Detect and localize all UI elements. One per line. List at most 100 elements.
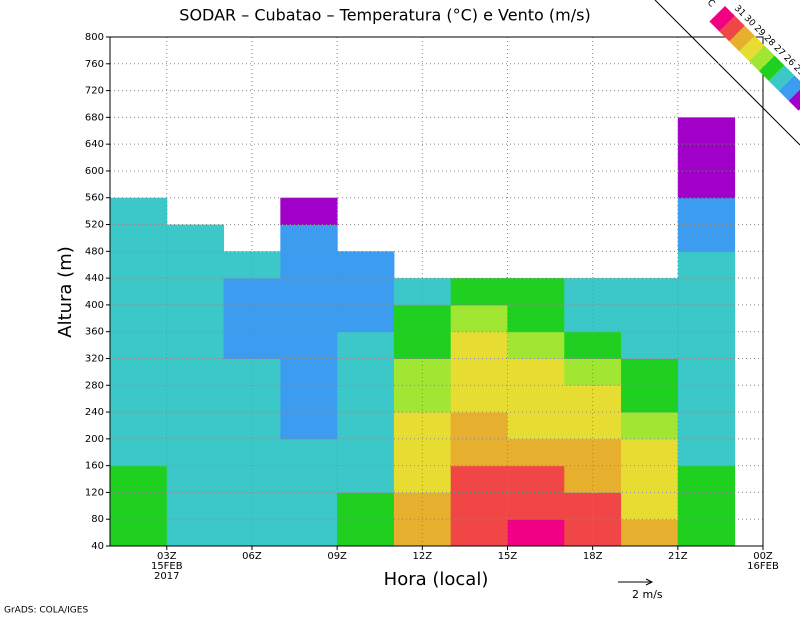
y-tick-label: 240 bbox=[85, 407, 104, 418]
y-tick-label: 360 bbox=[85, 327, 104, 338]
contour-cell bbox=[110, 412, 168, 440]
contour-cell bbox=[337, 358, 395, 386]
contour-cell bbox=[564, 278, 622, 306]
contour-cell bbox=[507, 412, 565, 440]
contour-cell bbox=[677, 519, 736, 547]
contour-cell bbox=[393, 519, 452, 547]
contour-cell bbox=[507, 385, 565, 413]
x-tick-label: 09Z bbox=[327, 551, 347, 562]
contour-cell bbox=[564, 492, 622, 520]
contour-cell bbox=[280, 304, 338, 333]
contour-cell bbox=[507, 358, 565, 386]
contour-cell bbox=[166, 251, 225, 279]
contour-cell bbox=[677, 170, 736, 199]
contour-cell bbox=[337, 519, 395, 547]
contour-cell bbox=[280, 438, 338, 467]
x-tick-label: 00Z bbox=[753, 551, 773, 562]
contour-cell bbox=[393, 438, 452, 467]
contour-cell bbox=[166, 358, 225, 386]
colorbar-swatch bbox=[758, 55, 785, 81]
contour-cell bbox=[450, 412, 508, 440]
y-tick-label: 120 bbox=[85, 487, 104, 498]
contour-cell bbox=[450, 519, 508, 547]
contour-cell bbox=[393, 278, 452, 306]
contour-cell bbox=[450, 331, 508, 359]
contour-cell bbox=[564, 465, 622, 493]
y-tick-label: 520 bbox=[85, 220, 104, 231]
contour-cell bbox=[450, 492, 508, 520]
contour-cell bbox=[450, 358, 508, 386]
contour-cell bbox=[677, 197, 736, 226]
contour-cell bbox=[393, 492, 452, 520]
contour-cell bbox=[393, 465, 452, 493]
contour-cell bbox=[223, 251, 281, 279]
contour-cell bbox=[280, 519, 338, 547]
y-tick-label: 600 bbox=[85, 166, 104, 177]
contour-cell bbox=[337, 278, 395, 306]
contour-cell bbox=[166, 492, 225, 520]
contour-cell bbox=[677, 492, 736, 520]
contour-cell bbox=[677, 331, 736, 359]
contour-cell bbox=[280, 492, 338, 520]
contour-cell bbox=[223, 438, 281, 467]
contour-cell bbox=[280, 224, 338, 252]
contour-cell bbox=[621, 519, 679, 547]
contour-cell bbox=[450, 465, 508, 493]
y-tick-label: 200 bbox=[85, 434, 104, 445]
contour-cell bbox=[280, 358, 338, 386]
contour-cell bbox=[677, 358, 736, 386]
contour-cell bbox=[223, 492, 281, 520]
contour-cell bbox=[677, 251, 736, 279]
contour-cell bbox=[280, 197, 338, 226]
colorbar-swatch bbox=[709, 6, 735, 32]
contour-cell bbox=[166, 438, 225, 467]
y-tick-label: 680 bbox=[85, 112, 104, 123]
y-tick-label: 640 bbox=[85, 139, 104, 150]
contour-cell bbox=[621, 385, 679, 413]
contour-cell bbox=[677, 385, 736, 413]
contour-cell bbox=[110, 465, 168, 493]
colorbar-swatch bbox=[778, 75, 800, 101]
contour-cell bbox=[621, 492, 679, 520]
x-tick-label: 03Z bbox=[157, 551, 177, 562]
scale-label: 2 m/s bbox=[632, 588, 663, 601]
contour-cell bbox=[450, 304, 508, 333]
contour-cell bbox=[110, 438, 168, 467]
contour-cell bbox=[223, 278, 281, 306]
contour-cell bbox=[507, 465, 565, 493]
contour-cell bbox=[564, 519, 622, 547]
x-tick-label: 06Z bbox=[242, 551, 262, 562]
contour-cell bbox=[110, 519, 168, 547]
contour-cell bbox=[337, 251, 395, 279]
contour-cell bbox=[450, 438, 508, 467]
contour-cell bbox=[337, 492, 395, 520]
contour-cell bbox=[677, 304, 736, 333]
contour-cell bbox=[393, 304, 452, 333]
plot-frame bbox=[109, 36, 764, 547]
contour-cell bbox=[677, 144, 736, 172]
colorbar-label: 25 bbox=[791, 63, 800, 78]
contour-cell bbox=[280, 251, 338, 279]
y-tick-label: 760 bbox=[85, 59, 104, 70]
y-tick-label: 560 bbox=[85, 193, 104, 204]
contour-cell bbox=[166, 278, 225, 306]
contour-cell bbox=[337, 438, 395, 467]
contour-cell bbox=[507, 519, 565, 547]
contour-cell bbox=[677, 278, 736, 306]
colorbar-swatch bbox=[729, 25, 755, 52]
contour-cell bbox=[677, 438, 736, 467]
contour-cell bbox=[564, 304, 622, 333]
contour-cell bbox=[677, 224, 736, 252]
contour-cell bbox=[621, 331, 679, 359]
contour-cell bbox=[166, 224, 225, 252]
y-tick-label: 720 bbox=[85, 86, 104, 97]
y-tick-label: 40 bbox=[91, 541, 104, 552]
footer: GrADS: COLA/IGES bbox=[4, 606, 88, 616]
contour-cell bbox=[507, 492, 565, 520]
contour-cell bbox=[507, 438, 565, 467]
y-tick-label: 800 bbox=[85, 32, 104, 43]
contour-cell bbox=[223, 465, 281, 493]
contour-cell bbox=[564, 438, 622, 467]
colorbar-swatch bbox=[749, 45, 775, 72]
contour-cell bbox=[110, 197, 168, 226]
